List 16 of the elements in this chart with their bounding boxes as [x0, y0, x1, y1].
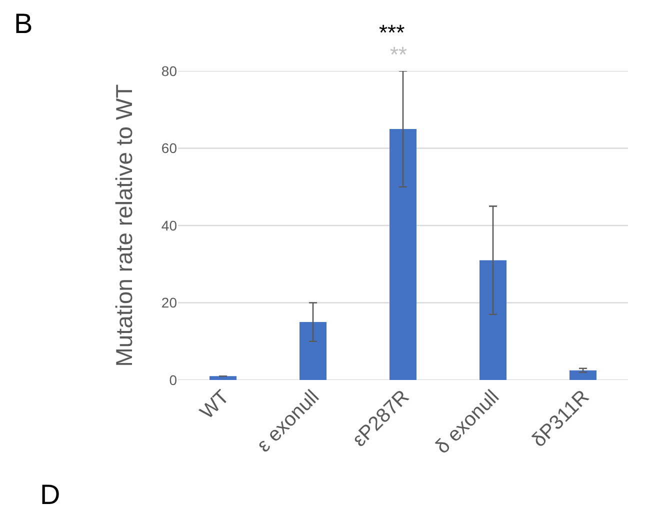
y-tick-label: 20 — [161, 294, 178, 311]
text: D — [40, 479, 60, 508]
bar — [480, 260, 506, 380]
text: B — [14, 8, 33, 39]
x-tick-label: WT — [196, 386, 234, 424]
y-tick-label: 80 — [161, 62, 178, 79]
bar — [300, 322, 326, 380]
bar — [570, 370, 596, 380]
text: ** — [390, 42, 408, 67]
text: *** — [379, 20, 406, 45]
bar — [390, 128, 416, 380]
bar — [210, 376, 236, 380]
y-tick-label: 40 — [161, 217, 178, 234]
y-axis-title: Mutation rate relative to WT — [110, 84, 137, 367]
y-tick-label: 60 — [161, 140, 178, 156]
y-tick-label: 0 — [169, 372, 178, 388]
